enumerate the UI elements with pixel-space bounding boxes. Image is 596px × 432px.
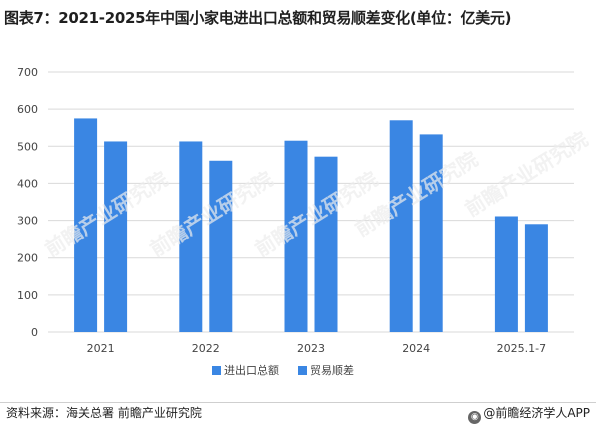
x-tick-label: 2023 <box>297 342 325 355</box>
bar-trade-surplus <box>104 141 128 332</box>
bar-trade-surplus <box>524 224 548 332</box>
x-tick-label: 2022 <box>192 342 220 355</box>
bar-total-trade <box>179 141 203 332</box>
bar-total-trade <box>494 216 518 332</box>
footer: 资料来源：海关总署 前瞻产业研究院 ◉ @前瞻经济学人APP <box>0 402 596 432</box>
footer-divider <box>0 402 596 403</box>
brand-logo-icon: ◉ <box>468 411 482 424</box>
y-tick-label: 0 <box>31 326 38 339</box>
y-tick-label: 700 <box>17 66 38 79</box>
bar-trade-surplus <box>419 134 443 332</box>
y-tick-label: 200 <box>17 252 38 265</box>
watermark-text: 前瞻产业研究院 <box>461 127 592 222</box>
y-tick-label: 100 <box>17 289 38 302</box>
legend-label: 进出口总额 <box>224 363 279 377</box>
x-tick-label: 2024 <box>402 342 430 355</box>
y-tick-label: 500 <box>17 140 38 153</box>
x-tick-label: 2025.1-7 <box>497 342 546 355</box>
bar-total-trade <box>74 118 98 332</box>
bar-trade-surplus <box>314 156 338 332</box>
y-tick-label: 300 <box>17 215 38 228</box>
x-tick-label: 2021 <box>87 342 115 355</box>
brand-credit: ◉ @前瞻经济学人APP <box>468 404 590 424</box>
bar-total-trade <box>284 140 308 332</box>
chart-title: 图表7：2021-2025年中国小家电进出口总额和贸易顺差变化(单位：亿美元) <box>4 9 512 27</box>
y-tick-label: 400 <box>17 177 38 190</box>
bar-chart: 0 100 200 300 400 500 600 700 2021 2022 2023 2024 20… <box>17 66 592 377</box>
y-tick-label: 600 <box>17 103 38 116</box>
source-note: 资料来源：海关总署 前瞻产业研究院 <box>6 406 202 420</box>
legend-label: 贸易顺差 <box>310 363 354 377</box>
chart-area: 0 100 200 300 400 500 600 700 2021 2022 2023 2024 20… <box>0 40 596 390</box>
legend-swatch <box>212 366 221 375</box>
bar-total-trade <box>389 120 413 333</box>
legend-swatch <box>298 366 307 375</box>
bar-trade-surplus <box>209 160 233 332</box>
brand-credit-label: @前瞻经济学人APP <box>483 406 590 420</box>
